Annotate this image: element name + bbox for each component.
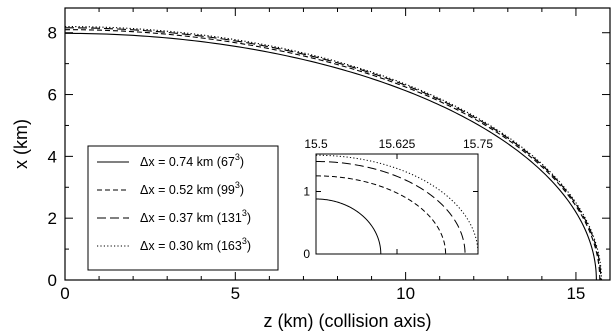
x-tick-label: 10 <box>396 284 415 303</box>
y-tick-label: 0 <box>48 271 57 290</box>
x-tick-label: 5 <box>231 284 240 303</box>
y-tick-label: 6 <box>48 86 57 105</box>
inset-series-line-3 <box>316 161 466 254</box>
series-line-2 <box>64 29 601 281</box>
legend-entry: Δx = 0.52 km (993) <box>140 180 244 197</box>
series-line-4 <box>64 26 603 281</box>
inset-series-line-4 <box>316 154 478 254</box>
x-tick-label: 0 <box>60 284 69 303</box>
inset-y-tick-label: 1 <box>303 185 310 199</box>
series-line-1 <box>64 32 597 281</box>
legend-box <box>87 145 279 271</box>
y-tick-label: 2 <box>48 209 57 228</box>
y-tick-label: 8 <box>48 24 57 43</box>
inset-x-tick-label: 15.625 <box>379 137 416 151</box>
legend-entry: Δx = 0.37 km (1313) <box>140 208 251 225</box>
legend-entry: Δx = 0.30 km (1633) <box>140 236 251 253</box>
legend-entry: Δx = 0.74 km (673) <box>140 152 244 169</box>
inset-y-tick-label: 0 <box>303 247 310 261</box>
x-axis-label: z (km) (collision axis) <box>263 311 431 331</box>
inset-series-line-1 <box>316 198 382 254</box>
inset-x-tick-label: 15.75 <box>463 137 493 151</box>
inset-series-line-2 <box>316 175 447 254</box>
y-tick-label: 4 <box>48 147 57 166</box>
y-axis-label: x (km) <box>11 119 31 169</box>
x-tick-label: 15 <box>566 284 585 303</box>
inset-x-tick-label: 15.5 <box>304 137 328 151</box>
